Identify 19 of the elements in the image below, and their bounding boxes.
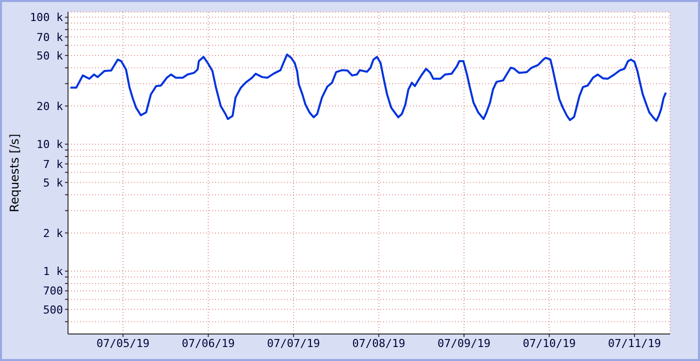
x-tick-label: 07/07/19 — [267, 336, 320, 350]
x-tick-label: 07/09/19 — [438, 336, 490, 350]
y-tick-label: 100 k — [30, 11, 64, 24]
y-axis-title: Requests [/s] — [7, 134, 22, 212]
y-tick-label: 50 k — [36, 49, 64, 62]
y-tick-label: 500 — [43, 303, 63, 316]
y-tick-label: 2 k — [43, 226, 64, 240]
x-tick-label: 07/08/19 — [352, 336, 406, 350]
y-tick-label: 7 k — [43, 158, 64, 171]
y-tick-label: 700 — [43, 284, 63, 298]
y-tick-label: 1 k — [43, 265, 64, 278]
y-tick-label: 70 k — [36, 30, 64, 44]
y-tick-label: 5 k — [43, 176, 64, 190]
x-tick-label: 07/06/19 — [182, 336, 235, 350]
x-tick-label: 07/05/19 — [96, 336, 150, 350]
x-tick-label: 07/10/19 — [522, 336, 576, 350]
y-tick-label: 20 k — [36, 100, 64, 113]
y-tick-label: 10 k — [36, 138, 64, 152]
x-tick-label: 07/11/19 — [608, 336, 661, 350]
